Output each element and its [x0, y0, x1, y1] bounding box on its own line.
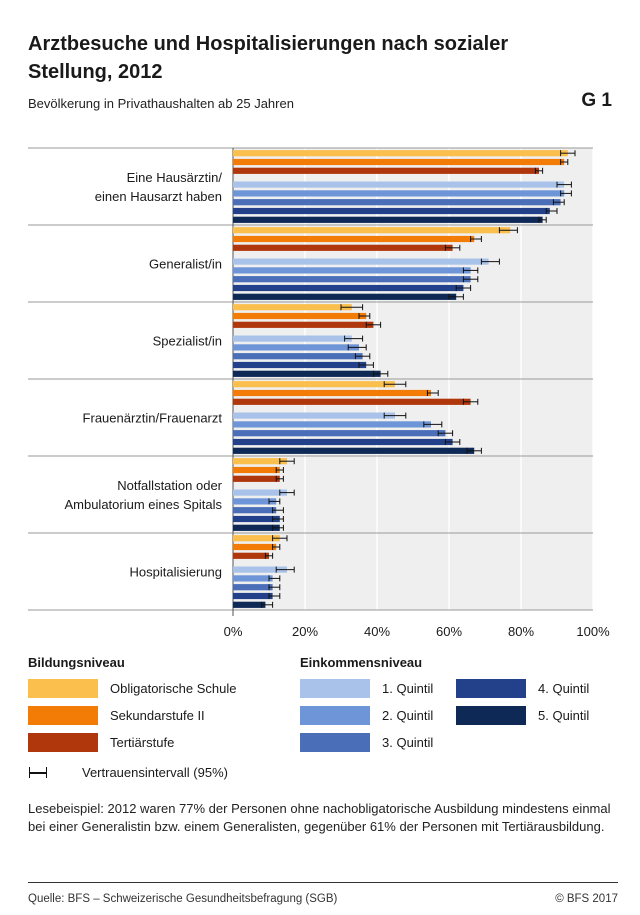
- legend-swatch: [300, 706, 370, 725]
- bar-5-quintil-5: [233, 601, 266, 608]
- bar-4-quintil-5: [233, 592, 273, 600]
- bar-3-quintil-2: [233, 353, 363, 360]
- bar-2-quintil-2: [233, 344, 359, 351]
- bar-5-quintil-4: [233, 524, 280, 531]
- legend-label: 3. Quintil: [382, 735, 434, 750]
- footer-divider: [28, 882, 618, 883]
- legend-item-quintil-2: 2. Quintil: [300, 706, 433, 725]
- bar-3-quintil-1: [233, 276, 471, 283]
- legend-label: 4. Quintil: [538, 681, 590, 696]
- x-tick-label: 60%: [436, 624, 462, 639]
- bar-1-quintil-1: [233, 258, 489, 265]
- bar-sekundarstufe-ii-4: [233, 466, 280, 474]
- legend-swatch: [28, 733, 98, 752]
- legend-heading-income: Einkommensniveau: [300, 655, 423, 670]
- bar-sekundarstufe-ii-5: [233, 543, 277, 551]
- bar-terti-rstufe-5: [233, 552, 269, 559]
- category-label: Notfallstation oder Ambulatorium eines Sp…: [64, 478, 222, 512]
- bar-sekundarstufe-ii-1: [233, 235, 475, 243]
- copyright: © BFS 2017: [555, 893, 618, 905]
- bar-1-quintil-0: [233, 181, 565, 188]
- legend-heading-education: Bildungsniveau: [28, 655, 125, 670]
- bar-1-quintil-2: [233, 335, 352, 342]
- error-bar-icon: [28, 763, 48, 782]
- category-label: Hospitalisierung: [130, 565, 223, 580]
- legend-label: 5. Quintil: [538, 708, 590, 723]
- bar-5-quintil-0: [233, 216, 543, 223]
- bar-terti-rstufe-0: [233, 167, 539, 174]
- legend-label: 1. Quintil: [382, 681, 434, 696]
- bar-obligatorische-schule-1: [233, 227, 511, 234]
- chart-title: Arztbesuche und Hospitalisierungen nach …: [28, 33, 509, 83]
- bar-obligatorische-schule-5: [233, 535, 280, 542]
- bar-4-quintil-2: [233, 361, 367, 369]
- category-label: Frauenärztin/Frauenarzt: [83, 411, 223, 426]
- bar-2-quintil-3: [233, 421, 431, 428]
- bar-terti-rstufe-4: [233, 475, 280, 482]
- bar-sekundarstufe-ii-2: [233, 312, 367, 320]
- x-tick-label: 0%: [224, 624, 243, 639]
- bar-4-quintil-0: [233, 207, 550, 215]
- bar-chart: Eine Hausärztin/einen Hausarzt haben Gene…: [28, 147, 610, 639]
- legend-label: Tertiärstufe: [110, 735, 175, 750]
- bar-2-quintil-0: [233, 190, 565, 197]
- legend-label: Sekundarstufe II: [110, 708, 205, 723]
- bar-terti-rstufe-3: [233, 398, 471, 405]
- legend-item-confidence-interval: Vertrauensintervall (95%): [28, 763, 228, 782]
- legend-item-sekundarstufe: Sekundarstufe II: [28, 706, 205, 725]
- bar-4-quintil-1: [233, 284, 464, 292]
- bar-2-quintil-1: [233, 267, 471, 274]
- bar-3-quintil-0: [233, 199, 561, 206]
- x-tick-label: 100%: [576, 624, 610, 639]
- bar-4-quintil-3: [233, 438, 453, 446]
- bar-1-quintil-4: [233, 489, 287, 496]
- legend-swatch: [456, 679, 526, 698]
- legend-item-quintil-5: 5. Quintil: [456, 706, 589, 725]
- bar-terti-rstufe-2: [233, 321, 374, 328]
- reading-example-note: Lesebeispiel: 2012 waren 77% der Persone…: [28, 801, 611, 834]
- legend-label: 2. Quintil: [382, 708, 434, 723]
- bar-obligatorische-schule-0: [233, 150, 568, 157]
- bar-obligatorische-schule-4: [233, 458, 287, 465]
- chart-subtitle: Bevölkerung in Privathaushalten ab 25 Ja…: [28, 96, 294, 111]
- legend-swatch: [300, 733, 370, 752]
- source-note: Quelle: BFS – Schweizerische Gesundheits…: [28, 893, 338, 905]
- x-tick-label: 40%: [364, 624, 390, 639]
- bar-3-quintil-3: [233, 430, 446, 437]
- bar-sekundarstufe-ii-0: [233, 158, 565, 166]
- legend-item-obligatorische-schule: Obligatorische Schule: [28, 679, 236, 698]
- legend-label: Vertrauensintervall (95%): [82, 765, 228, 780]
- graph-number: G 1: [581, 90, 612, 111]
- bar-4-quintil-4: [233, 515, 280, 523]
- legend-item-quintil-4: 4. Quintil: [456, 679, 589, 698]
- legend-swatch: [28, 679, 98, 698]
- legend-label: Obligatorische Schule: [110, 681, 237, 696]
- bar-5-quintil-1: [233, 293, 457, 300]
- bar-2-quintil-4: [233, 498, 277, 505]
- bar-5-quintil-3: [233, 447, 475, 454]
- x-tick-label: 20%: [292, 624, 318, 639]
- bar-obligatorische-schule-3: [233, 381, 395, 388]
- legend-item-tertiaerstufe: Tertiärstufe: [28, 733, 174, 752]
- legend-swatch: [300, 679, 370, 698]
- bar-1-quintil-5: [233, 566, 287, 573]
- bar-obligatorische-schule-2: [233, 304, 352, 311]
- legend-swatch: [28, 706, 98, 725]
- bar-1-quintil-3: [233, 412, 395, 419]
- bar-terti-rstufe-1: [233, 244, 453, 251]
- legend-item-quintil-3: 3. Quintil: [300, 733, 433, 752]
- legend-swatch: [456, 706, 526, 725]
- x-tick-label: 80%: [508, 624, 534, 639]
- bar-sekundarstufe-ii-3: [233, 389, 431, 397]
- category-label: Spezialist/in: [153, 334, 222, 349]
- bar-3-quintil-5: [233, 584, 273, 591]
- category-label: Generalist/in: [149, 257, 222, 272]
- bar-5-quintil-2: [233, 370, 381, 377]
- legend-item-quintil-1: 1. Quintil: [300, 679, 433, 698]
- bar-2-quintil-5: [233, 575, 273, 582]
- category-label: Eine Hausärztin/einen Hausarzt haben: [95, 170, 223, 204]
- bar-3-quintil-4: [233, 507, 277, 514]
